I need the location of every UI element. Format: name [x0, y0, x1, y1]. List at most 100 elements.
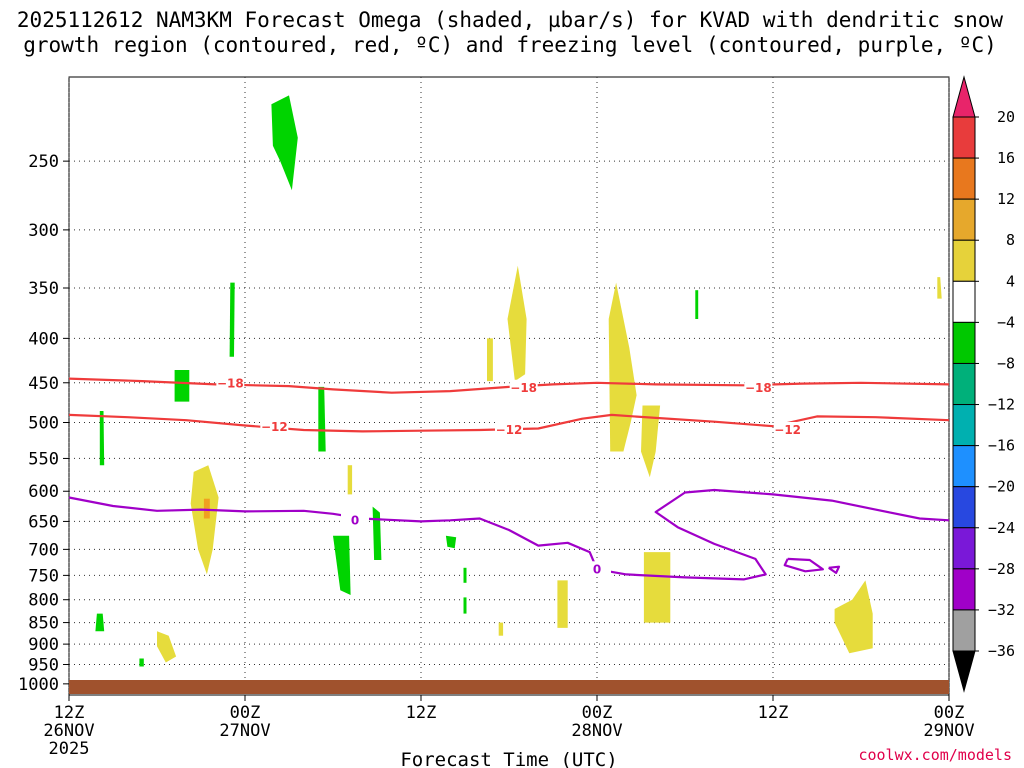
y-tick-label: 650	[28, 512, 59, 532]
y-tick-label: 250	[28, 152, 59, 172]
omega-region	[608, 282, 637, 452]
colorbar-label: −32	[988, 601, 1015, 619]
colorbar-segment	[952, 445, 976, 488]
contour-label-bg	[583, 561, 611, 577]
omega-region	[557, 580, 568, 628]
y-axis-ticks: 2503003504004505005506006507007508008509…	[18, 152, 69, 695]
chart-title-line2: growth region (contoured, red, ºC) and f…	[23, 33, 997, 57]
ground-strip	[69, 680, 949, 694]
y-tick-label: 950	[28, 656, 59, 676]
x-tick-label: 00Z	[230, 703, 261, 723]
x-tick-label: 28NOV	[571, 721, 622, 741]
y-tick-label: 500	[28, 413, 59, 433]
colorbar-segment	[952, 116, 976, 159]
colorbar-segment	[952, 486, 976, 529]
omega-region	[445, 535, 457, 549]
omega-region	[347, 465, 353, 495]
contours: −18 −18 −18 −12 −12 −12 0 0	[68, 375, 950, 581]
omega-region	[99, 411, 105, 466]
omega-region	[174, 370, 190, 402]
omega-region	[157, 631, 177, 663]
contour-label-bg	[216, 375, 245, 391]
contour-label: 0	[351, 513, 359, 527]
contour-label-bg	[341, 512, 369, 528]
contour-label: −18	[510, 381, 537, 395]
chart-title-line1: 2025112612 NAM3KM Forecast Omega (shaded…	[17, 8, 1004, 32]
colorbar-label: 16	[997, 149, 1015, 167]
colorbar-segment	[952, 157, 976, 200]
y-tick-label: 750	[28, 566, 59, 586]
omega-region	[333, 535, 351, 595]
colorbar-bottom-arrow	[952, 650, 976, 693]
contour-label-bg	[773, 421, 802, 437]
colorbar-segment	[952, 568, 976, 611]
x-tick-label: 12Z	[406, 703, 437, 723]
omega-region	[641, 405, 661, 478]
contour-line	[783, 557, 824, 573]
omega-region	[271, 95, 298, 191]
y-tick-label: 550	[28, 449, 59, 469]
colorbar-label: −16	[988, 437, 1015, 455]
contour-label: −18	[745, 381, 772, 395]
colorbar-top-arrow	[952, 75, 976, 118]
x-tick-label: 27NOV	[219, 721, 270, 741]
colorbar-label: −28	[988, 560, 1015, 578]
y-tick-label: 700	[28, 540, 59, 560]
x-tick-label: 00Z	[582, 703, 613, 723]
y-tick-label: 600	[28, 482, 59, 502]
omega-region	[203, 498, 210, 519]
contour-label: −12	[774, 423, 801, 437]
colorbar-label: −24	[988, 519, 1015, 537]
omega-region	[318, 386, 326, 452]
omega-region	[937, 277, 942, 299]
omega-region	[695, 290, 699, 319]
x-axis-label: Forecast Time (UTC)	[400, 749, 617, 768]
y-tick-label: 300	[28, 221, 59, 241]
contour-line	[828, 565, 841, 574]
contour-label-bg	[495, 421, 523, 437]
contour-label: −12	[496, 423, 523, 437]
omega-region	[507, 265, 527, 382]
colorbar-segment	[952, 362, 976, 406]
omega-shading	[95, 95, 942, 667]
x-tick-label: 12Z	[758, 703, 789, 723]
credit-text: coolwx.com/models	[858, 746, 1012, 764]
y-tick-label: 850	[28, 614, 59, 634]
colorbar-label: 20	[997, 108, 1015, 126]
omega-region	[498, 622, 504, 636]
y-tick-label: 800	[28, 591, 59, 611]
y-tick-label: 900	[28, 635, 59, 655]
omega-region	[229, 282, 235, 357]
y-tick-label: 450	[28, 374, 59, 394]
colorbar-label: 4	[1006, 272, 1015, 290]
omega-region	[95, 613, 105, 632]
x-tick-label: 00Z	[934, 703, 965, 723]
colorbar: 20 16 12 8 4 −4 −8 −12 −16 −20 −24 −28 −32 −36	[952, 75, 1015, 693]
x-tick-label: 12Z	[54, 703, 85, 723]
colorbar-label: −4	[997, 313, 1015, 331]
omega-region	[487, 338, 493, 382]
omega-region	[190, 465, 219, 575]
y-tick-label: 350	[28, 279, 59, 299]
colorbar-segment	[952, 609, 976, 652]
contour-label: 0	[593, 562, 601, 576]
x-tick-label: 2025	[49, 739, 90, 759]
omega-region	[834, 580, 873, 654]
contour-label-bg	[509, 379, 538, 395]
colorbar-label: 12	[997, 190, 1015, 208]
colorbar-segment	[952, 527, 976, 570]
omega-region	[463, 597, 467, 614]
x-tick-label: 29NOV	[923, 721, 974, 741]
colorbar-label: −20	[988, 478, 1015, 496]
contour-label-bg	[744, 379, 773, 395]
omega-region	[139, 658, 144, 667]
x-tick-label: 26NOV	[43, 721, 94, 741]
colorbar-segment	[952, 280, 976, 323]
y-tick-label: 400	[28, 329, 59, 349]
colorbar-segment	[952, 239, 976, 282]
colorbar-segment	[952, 404, 976, 447]
colorbar-label: 8	[1006, 231, 1015, 249]
colorbar-label: −8	[997, 354, 1015, 372]
omega-region	[643, 552, 671, 623]
